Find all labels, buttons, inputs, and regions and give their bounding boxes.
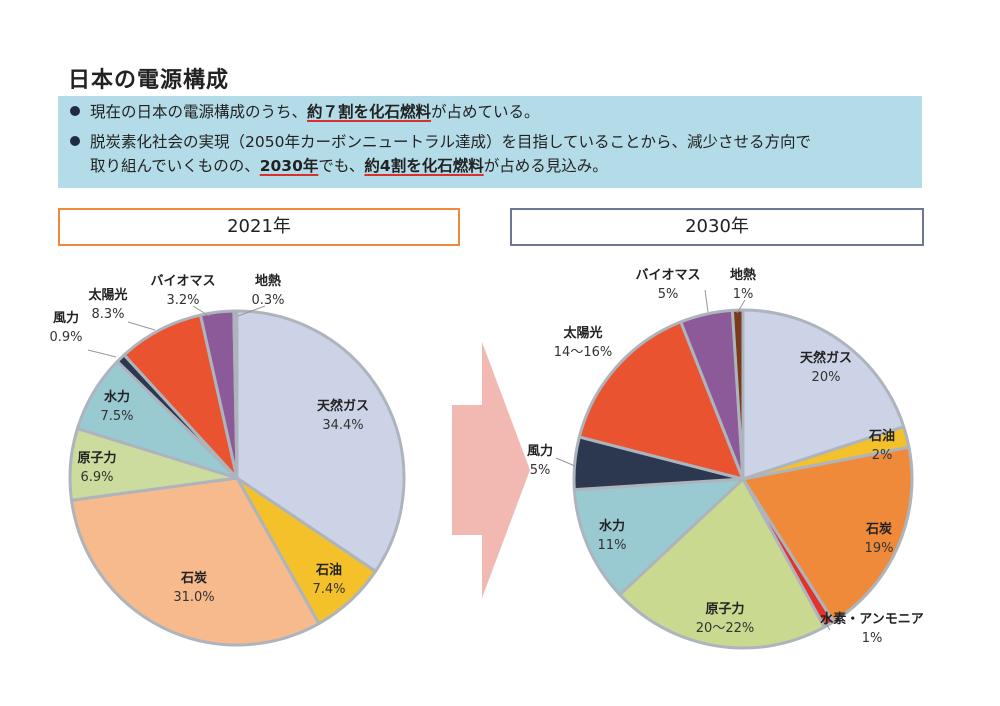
pie-2030-slice-9 bbox=[730, 308, 745, 481]
pie-2030-slice-0 bbox=[741, 308, 906, 481]
bullet-2-line2: 取り組んでいくものの、2030年でも、約4割を化石燃料が占める見込み。 bbox=[70, 154, 910, 178]
pie-2021-slice-name-0: 天然ガス bbox=[317, 398, 369, 414]
bullet-2-post: が占める見込み。 bbox=[483, 157, 608, 175]
pie-2030-slice-2 bbox=[741, 445, 914, 624]
pie-2030-slice-value-1: 2% bbox=[872, 448, 893, 463]
pie-2030-slice-name-7: 太陽光 bbox=[562, 325, 602, 341]
pie-2030-slice-value-6: 5% bbox=[530, 463, 551, 478]
page-title: 日本の電源構成 bbox=[68, 68, 230, 93]
pie-2021-leader-6 bbox=[127, 321, 156, 331]
pie-2021-slice-value-2: 31.0% bbox=[173, 590, 214, 605]
pie-2030-slice-value-3: 1% bbox=[862, 631, 883, 646]
pie-2021-slice-2 bbox=[69, 476, 321, 647]
pie-2021-leader-7 bbox=[192, 305, 210, 317]
bullet-2-mid: でも、 bbox=[318, 157, 365, 175]
pie-2021-slice-name-2: 石炭 bbox=[180, 570, 207, 586]
pie-2030-slice-value-8: 5% bbox=[658, 287, 679, 302]
pie-2030-slice-value-2: 19% bbox=[865, 541, 894, 556]
pie-2030-leader-3 bbox=[821, 617, 831, 631]
bullet-1-post: が占めている。 bbox=[431, 103, 540, 121]
pie-2030-slice-name-1: 石油 bbox=[868, 428, 895, 444]
bullet-2-emphasis-share: 約4割を化石燃料 bbox=[364, 157, 484, 175]
pie-2030-slice-name-6: 風力 bbox=[527, 443, 553, 459]
pie-2021-slice-name-3: 原子力 bbox=[77, 450, 116, 466]
pie-2030-slice-value-9: 1% bbox=[733, 287, 754, 302]
pie-2021-slice-value-6: 8.3% bbox=[91, 307, 124, 322]
pie-2021-slice-value-4: 7.5% bbox=[100, 409, 133, 424]
pie-2030-leader-8 bbox=[704, 289, 709, 313]
pie-2030-slice-name-5: 水力 bbox=[599, 518, 625, 534]
pie-2030-slice-name-3: 水素・アンモニア bbox=[820, 611, 923, 627]
pie-2021-slice-name-7: バイオマス bbox=[150, 274, 215, 289]
pie-2021-slice-8 bbox=[232, 309, 239, 480]
pie-2021-slice-value-3: 6.9% bbox=[80, 470, 113, 485]
bullet-dot bbox=[70, 135, 80, 146]
pie-2021-slice-name-5: 風力 bbox=[53, 310, 79, 326]
pie-chart-2021: 天然ガス 34.4% 石油 7.4% 石炭 31.0% 原子力 6.9% 水力 7.5% 風力 0.9… bbox=[49, 273, 406, 647]
pie-2030-leader-6 bbox=[555, 457, 576, 467]
summary-box: 現在の日本の電源構成のうち、約７割を化石燃料が占めている。 脱炭素化社会の実現（… bbox=[58, 96, 922, 188]
pie-2030-slice-value-7: 14〜16% bbox=[554, 345, 612, 360]
pie-2021-slice-value-7: 3.2% bbox=[166, 293, 199, 308]
bullet-2-emphasis-year: 2030年 bbox=[259, 157, 319, 175]
pie-2030-slice-7 bbox=[577, 320, 745, 481]
pie-2021-slice-value-5: 0.9% bbox=[49, 330, 82, 345]
pie-2030-slice-name-0: 天然ガス bbox=[800, 350, 852, 366]
pie-chart-2030: 天然ガス 20% 石油 2% 石炭 19% 水素・アンモニア 1% 原子力 20〜22% 水力 11%… bbox=[527, 267, 924, 650]
pie-2021-slice-name-4: 水力 bbox=[104, 389, 130, 405]
pie-2030-slice-value-0: 20% bbox=[812, 370, 841, 385]
pie-2021-slice-value-1: 7.4% bbox=[312, 582, 345, 597]
pie-2030-slice-name-2: 石炭 bbox=[865, 521, 892, 537]
pie-2021-slice-name-6: 太陽光 bbox=[87, 287, 127, 303]
pie-2021-slice-value-0: 34.4% bbox=[322, 418, 363, 433]
pie-2030-slice-name-9: 地熱 bbox=[730, 267, 756, 283]
bullet-1-pre: 現在の日本の電源構成のうち、 bbox=[90, 103, 308, 121]
bullet-2-line2-pre: 取り組んでいくものの、 bbox=[90, 157, 260, 175]
bullet-1-emphasis: 約７割を化石燃料 bbox=[307, 103, 432, 121]
pie-2021-leader-5 bbox=[87, 349, 117, 358]
pie-2030-slice-name-8: バイオマス bbox=[635, 268, 700, 283]
pie-2021-slice-name-8: 地熱 bbox=[255, 273, 281, 289]
pie-2030-slice-value-5: 11% bbox=[598, 538, 627, 553]
pie-2021-slice-name-1: 石油 bbox=[315, 562, 342, 578]
pie-2021-slice-value-8: 0.3% bbox=[251, 293, 284, 308]
bullet-dot bbox=[70, 105, 80, 116]
pie-2030-leader-9 bbox=[736, 299, 746, 314]
arrow-shape bbox=[452, 342, 530, 598]
bullet-2-pre: 脱炭素化社会の実現（2050年カーボンニュートラル達成）を目指していることから、… bbox=[90, 133, 811, 151]
pie-2030-slice-4 bbox=[618, 477, 826, 650]
year-label-2030: 2030年 bbox=[510, 208, 924, 246]
pie-2030-slice-5 bbox=[572, 477, 745, 597]
pie-2030-slice-value-4: 20〜22% bbox=[696, 621, 754, 636]
pie-2021-leader-8 bbox=[237, 305, 266, 317]
pie-2030-slice-name-4: 原子力 bbox=[705, 601, 744, 617]
pie-2021-slice-0 bbox=[235, 309, 406, 573]
bullet-1: 現在の日本の電源構成のうち、約７割を化石燃料が占めている。 bbox=[70, 100, 540, 124]
year-label-2021: 2021年 bbox=[58, 208, 460, 246]
bullet-2: 脱炭素化社会の実現（2050年カーボンニュートラル達成）を目指していることから、… bbox=[70, 130, 910, 178]
